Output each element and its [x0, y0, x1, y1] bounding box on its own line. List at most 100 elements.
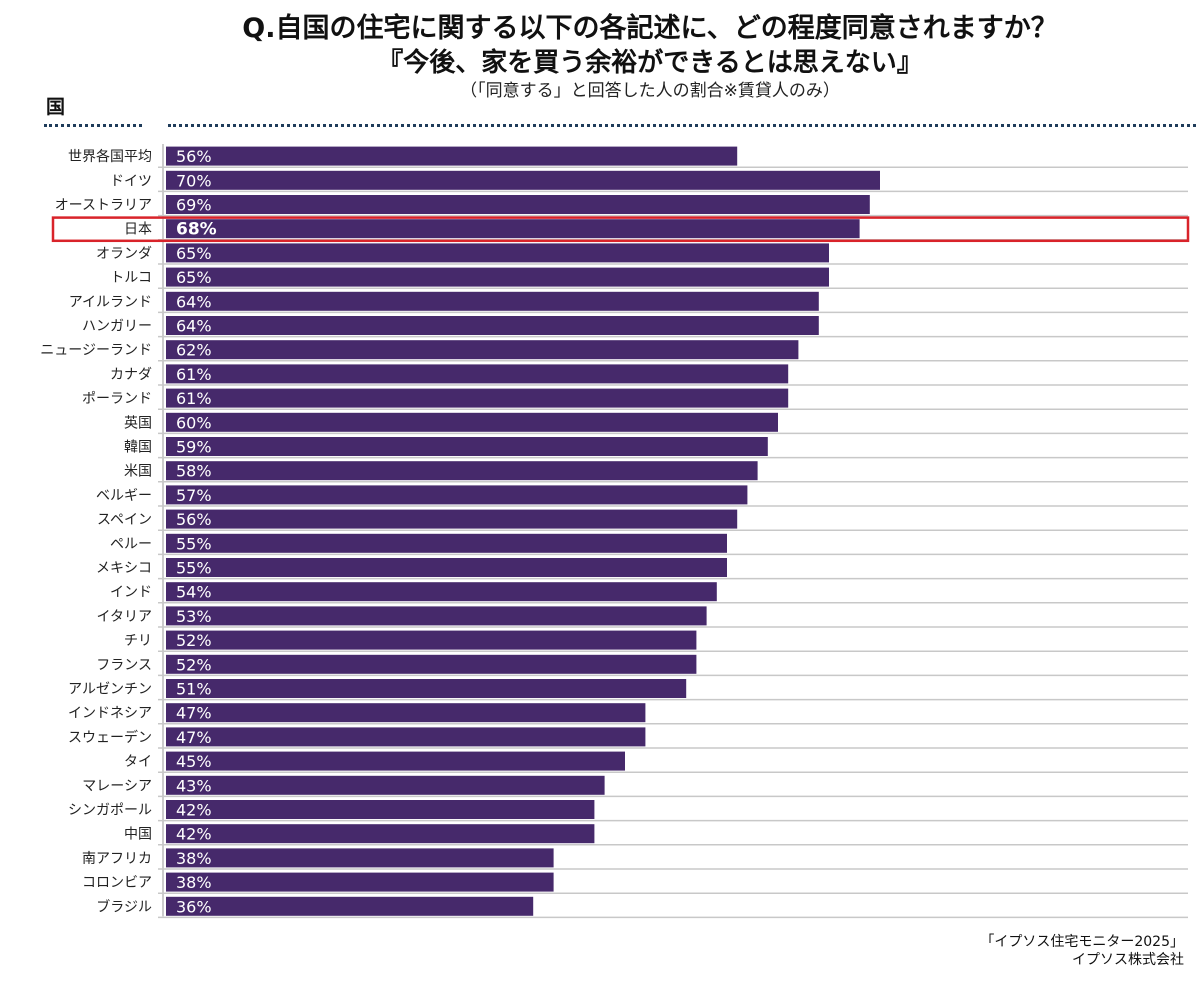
value-label: 56% [176, 147, 212, 166]
bar [166, 243, 829, 263]
value-label: 60% [176, 413, 212, 432]
category-label: 南アフリカ [82, 851, 152, 867]
value-label: 45% [176, 752, 212, 771]
chart-subtitle: （「同意する」と回答した人の割合※賃貸人のみ） [460, 81, 840, 101]
category-label: マレーシア [82, 778, 152, 794]
source-note: 「イプソス住宅モニター2025」 イプソス株式会社 [980, 933, 1184, 969]
value-label: 62% [176, 341, 212, 360]
bar [166, 509, 738, 529]
category-label: 日本 [124, 222, 152, 238]
bar [166, 775, 605, 795]
value-label: 61% [176, 389, 212, 408]
category-label: ニュージーランド [40, 343, 152, 359]
category-label: イタリア [97, 609, 152, 625]
bar [166, 824, 595, 844]
bar [166, 558, 727, 577]
bar [166, 437, 768, 456]
bar [166, 267, 829, 287]
bar [166, 848, 554, 868]
header-divider-right [168, 124, 1196, 127]
bar [166, 896, 534, 916]
bar [166, 170, 880, 190]
category-label: アルゼンチン [68, 682, 152, 698]
category-label: 米国 [124, 464, 152, 480]
category-label: インドネシア [68, 706, 152, 722]
category-label: オランダ [96, 246, 152, 262]
value-label: 70% [176, 171, 212, 190]
category-label: カナダ [110, 367, 152, 383]
bar [166, 340, 799, 360]
bar [166, 679, 687, 698]
category-label: ブラジル [96, 898, 152, 915]
category-label: 韓国 [124, 440, 152, 456]
value-label: 36% [176, 897, 212, 916]
category-label: スペイン [97, 512, 152, 528]
category-label: アイルランド [69, 294, 152, 310]
category-label: ポーランド [82, 391, 152, 407]
value-label: 43% [176, 776, 212, 795]
value-label: 64% [176, 292, 212, 311]
value-label: 57% [176, 486, 212, 505]
value-label: 59% [176, 438, 212, 457]
bar [166, 654, 697, 674]
highlight-box-japan [51, 216, 1190, 243]
value-label: 58% [176, 462, 212, 481]
bar [166, 146, 738, 166]
header-divider-left [44, 124, 142, 127]
bar [166, 727, 646, 747]
value-label: 52% [176, 655, 212, 674]
bar [166, 461, 758, 481]
value-label: 47% [176, 728, 212, 747]
bar [166, 316, 819, 335]
value-label: 42% [176, 825, 212, 844]
category-label: チリ [124, 633, 152, 649]
bar [166, 291, 819, 311]
category-label: コロンビア [82, 875, 152, 891]
value-label: 53% [176, 607, 212, 626]
bar [166, 606, 707, 626]
bar [166, 533, 727, 553]
category-label: ドイツ [110, 173, 152, 189]
chart-title-statement: 『今後、家を買う余裕ができるとは思えない』 [377, 48, 923, 78]
bar [166, 703, 646, 723]
bar [166, 630, 697, 650]
category-label: 中国 [124, 827, 152, 843]
bar [166, 751, 625, 771]
value-label: 42% [176, 801, 212, 820]
value-label: 56% [176, 510, 212, 529]
value-label: 52% [176, 631, 212, 650]
value-label: 65% [176, 268, 212, 287]
category-label: メキシコ [96, 561, 152, 577]
value-label: 61% [176, 365, 212, 384]
category-label: ペルー [110, 536, 152, 552]
bar [166, 485, 748, 505]
category-label: タイ [124, 754, 152, 770]
category-label: 世界各国平均 [68, 149, 152, 165]
value-label: 38% [176, 873, 212, 892]
bar [166, 412, 778, 432]
value-label: 47% [176, 704, 212, 723]
value-label: 69% [176, 196, 212, 215]
bar [166, 364, 789, 384]
category-label: シンガポール [68, 803, 152, 819]
value-label: 54% [176, 583, 212, 602]
category-label: オーストラリア [55, 198, 152, 214]
category-label: インド [110, 585, 152, 601]
bar [166, 800, 595, 819]
value-label: 55% [176, 559, 212, 578]
value-label: 68% [176, 220, 217, 240]
category-label: フランス [96, 657, 152, 673]
bar [166, 872, 554, 892]
category-label: ハンガリー [82, 319, 152, 335]
bar [166, 582, 717, 602]
value-label: 65% [176, 244, 212, 263]
category-label: ベルギー [96, 488, 152, 504]
country-column-header: 国 [46, 96, 66, 118]
category-label: 英国 [124, 414, 152, 431]
bar [166, 195, 870, 214]
bar [166, 388, 789, 408]
value-label: 51% [176, 680, 212, 699]
value-label: 64% [176, 317, 212, 336]
bar [166, 219, 860, 239]
